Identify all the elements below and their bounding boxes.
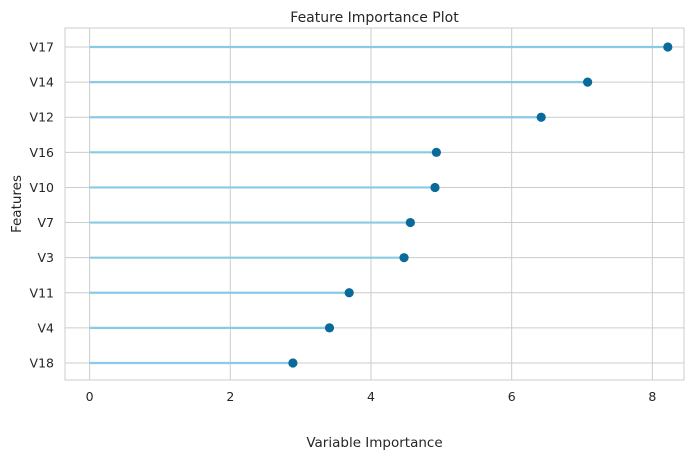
x-tick-label: 6	[508, 389, 516, 404]
x-tick-label: 0	[86, 389, 94, 404]
x-tick-labels: 0 2 4 6 8	[86, 389, 657, 404]
y-axis-label: Features	[9, 175, 25, 233]
y-tick-labels: V17 V14 V12 V16 V10 V7 V3 V11 V4 V18	[30, 40, 55, 371]
y-tick-label: V3	[37, 250, 54, 265]
marker-V16	[431, 147, 441, 157]
marker-V18	[288, 358, 298, 368]
y-tick-label: V4	[37, 320, 54, 335]
marker-V17	[663, 42, 673, 52]
x-tick-label: 8	[648, 389, 656, 404]
stem-lines	[89, 45, 668, 365]
marker-V4	[324, 323, 335, 333]
y-tick-label: V7	[37, 215, 54, 230]
y-tick-label: V18	[30, 356, 55, 371]
marker-V11	[344, 288, 354, 298]
chart-title: Feature Importance Plot	[290, 10, 459, 26]
marker-V14	[583, 77, 593, 87]
marker-V7	[405, 217, 415, 228]
plot-frame	[64, 27, 685, 381]
x-axis-label: Variable Importance	[306, 435, 442, 451]
x-tick-label: 2	[226, 389, 234, 404]
y-tick-label: V14	[30, 75, 55, 90]
marker-V10	[430, 182, 440, 193]
marker-V3	[399, 253, 409, 263]
x-tick-label: 4	[367, 389, 375, 404]
data-markers	[288, 42, 673, 368]
y-tick-label: V11	[30, 285, 54, 300]
y-tick-label: V10	[30, 180, 55, 195]
y-tick-label: V12	[30, 110, 54, 125]
marker-V12	[536, 112, 546, 122]
y-tick-label: V17	[30, 40, 54, 55]
y-tick-label: V16	[30, 145, 55, 160]
